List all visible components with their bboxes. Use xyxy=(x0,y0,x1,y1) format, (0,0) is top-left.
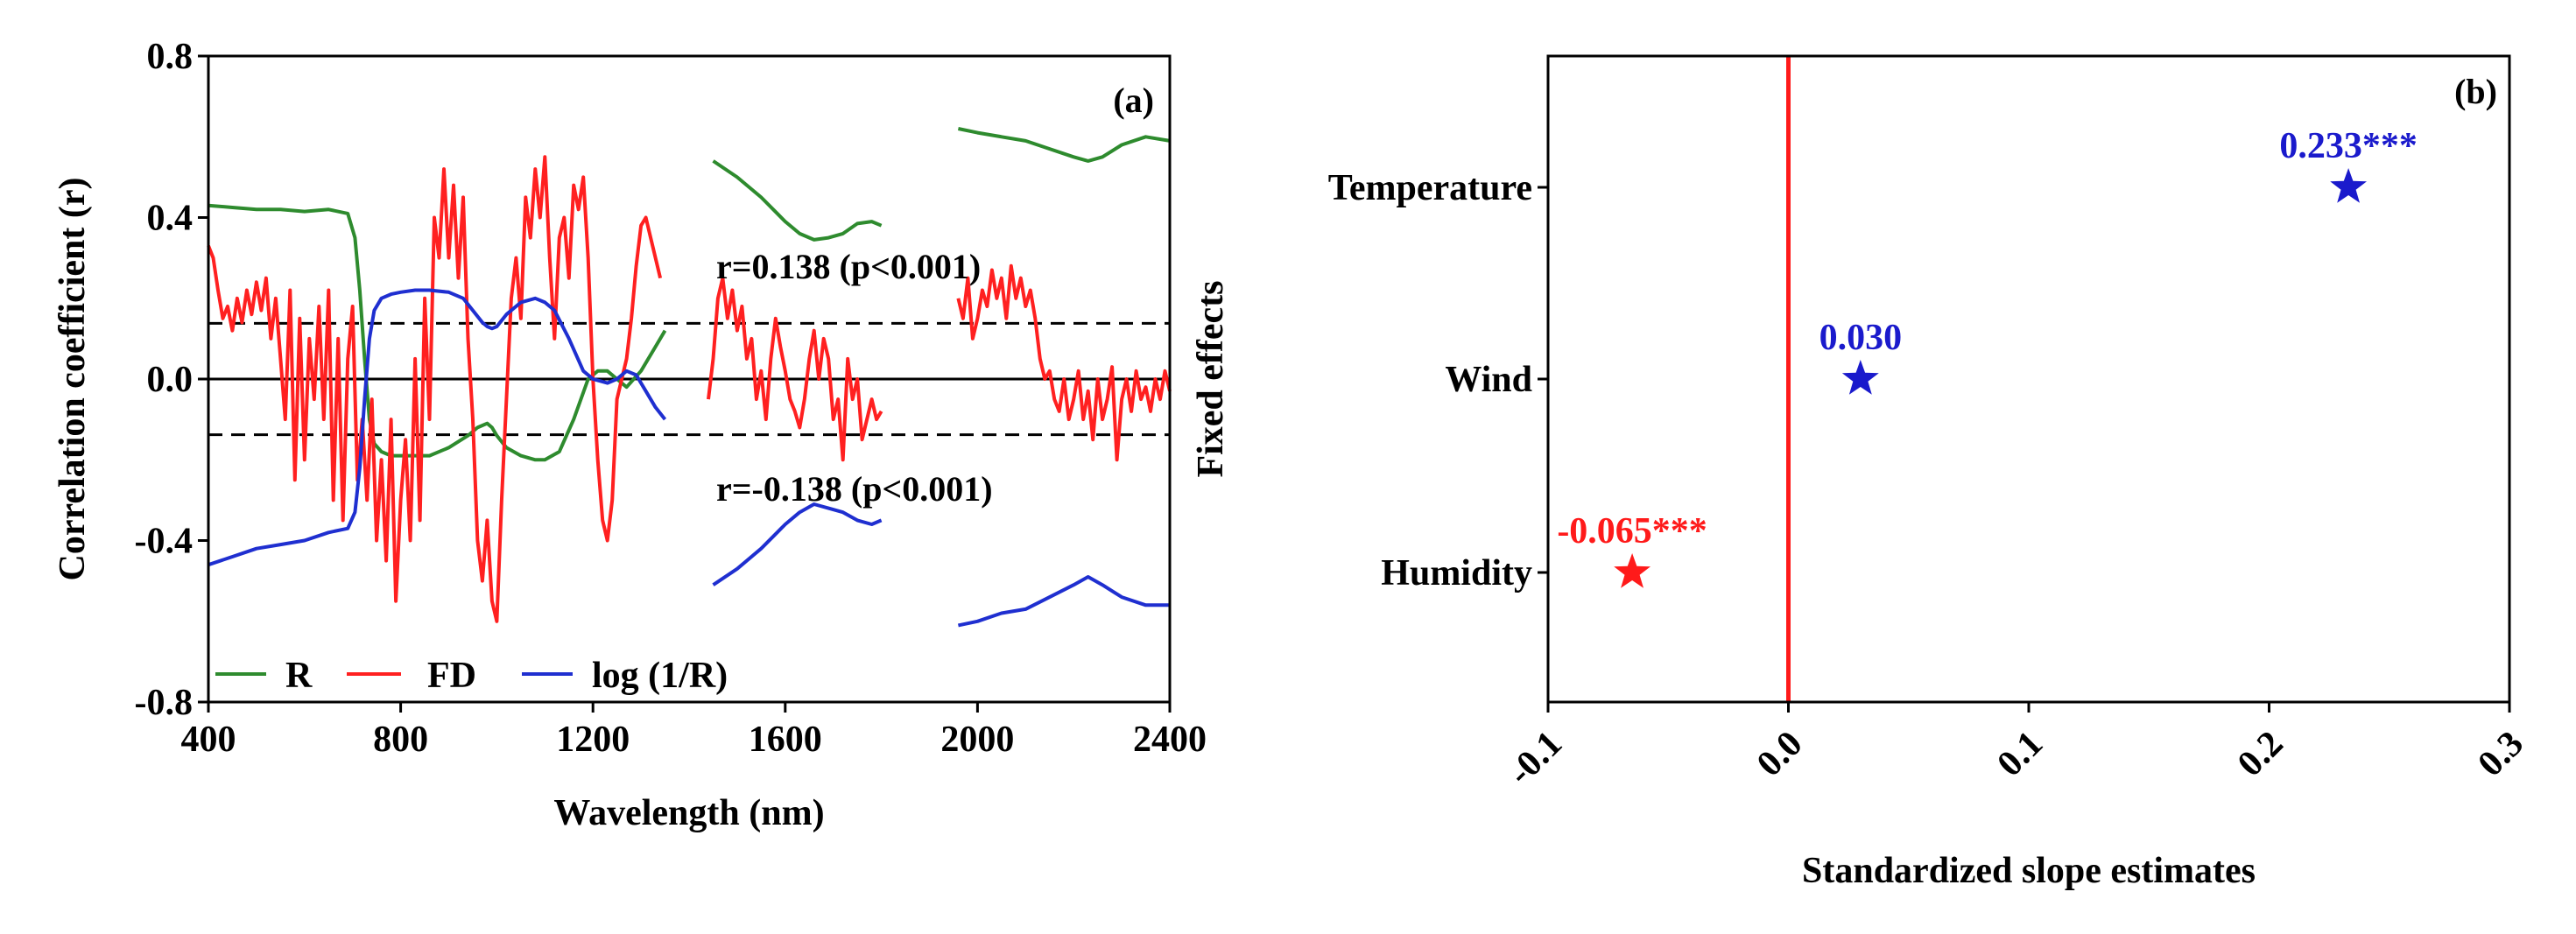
legend-label-fd: FD xyxy=(427,656,476,696)
star-marker-temperature xyxy=(2330,168,2367,203)
star-marker-humidity xyxy=(1614,553,1650,588)
y-tick-label: -0.8 xyxy=(135,683,194,723)
x-tick-label: 400 xyxy=(181,720,236,760)
star-marker-wind xyxy=(1841,360,1879,395)
series-r-segment-1 xyxy=(712,159,883,242)
series-log-1-r-segment-1 xyxy=(712,502,883,586)
value-label-humidity: -0.065*** xyxy=(1557,511,1707,551)
x-tick-label: 1600 xyxy=(749,720,822,760)
x-tick-label: 0.0 xyxy=(1749,724,1811,785)
x-axis-ticks: 400 800 1200 1600 2000 2400 xyxy=(181,702,1207,760)
series-r-segment-2 xyxy=(957,127,1171,163)
legend-label-r: R xyxy=(285,656,313,696)
series-r-segment-0 xyxy=(208,203,667,462)
panel-label: (b) xyxy=(2454,72,2497,111)
series-fd-segment-0 xyxy=(207,155,663,623)
value-label-wind: 0.030 xyxy=(1819,318,1903,358)
value-label-temperature: 0.233*** xyxy=(2279,126,2418,166)
x-tick-label: 0.2 xyxy=(2230,724,2291,785)
y-axis-title: Fixed effects xyxy=(1191,280,1231,477)
series-fd-segment-1 xyxy=(707,276,883,462)
x-axis-ticks: -0.1 0.0 0.1 0.2 0.3 xyxy=(1501,702,2531,794)
x-tick-label: -0.1 xyxy=(1501,724,1571,794)
y-tick-label: 0.8 xyxy=(147,37,194,77)
series-fd-segment-2 xyxy=(956,263,1172,462)
category-label-humidity: Humidity xyxy=(1381,553,1532,593)
category-label-temperature: Temperature xyxy=(1328,168,1532,208)
category-label-wind: Wind xyxy=(1445,360,1532,400)
panel-label: (a) xyxy=(1113,81,1154,120)
y-tick-label: 0.0 xyxy=(147,360,194,400)
x-axis-title: Standardized slope estimates xyxy=(1802,851,2256,891)
y-tick-label: 0.4 xyxy=(147,199,194,239)
legend: R FD log (1/R) xyxy=(215,656,728,696)
x-tick-label: 2400 xyxy=(1133,720,1207,760)
panel-b-chart: 0.233***0.030-0.065*** -0.1 0.0 0.1 0.2 0.3 … xyxy=(1191,54,2531,891)
panel-a-chart: 400 800 1200 1600 2000 2400 0.8 0.4 0.0 -0.4 -0.8… xyxy=(53,37,1207,833)
x-tick-label: 2000 xyxy=(940,720,1014,760)
ref-line-label-positive: r=0.138 (p<0.001) xyxy=(716,247,981,286)
series-log-1-r-segment-2 xyxy=(957,575,1170,628)
x-axis-title: Wavelength (nm) xyxy=(553,793,824,833)
y-axis-title: Correlation coefficient (r) xyxy=(53,177,93,580)
y-tick-label: -0.4 xyxy=(135,522,194,562)
legend-label-logr: log (1/R) xyxy=(592,656,728,696)
x-tick-label: 1200 xyxy=(556,720,630,760)
y-axis-categories: Temperature Wind Humidity xyxy=(1328,168,1548,593)
effect-points: 0.233*** 0.030 -0.065*** xyxy=(1557,126,2418,588)
series-lines xyxy=(207,127,1172,628)
x-tick-label: 0.1 xyxy=(1989,724,2051,785)
y-axis-ticks: 0.8 0.4 0.0 -0.4 -0.8 xyxy=(135,37,208,723)
x-tick-label: 0.3 xyxy=(2470,724,2531,785)
series-log-1-r-segment-0 xyxy=(208,288,667,567)
x-tick-label: 800 xyxy=(373,720,428,760)
ref-line-label-negative: r=-0.138 (p<0.001) xyxy=(716,469,993,509)
